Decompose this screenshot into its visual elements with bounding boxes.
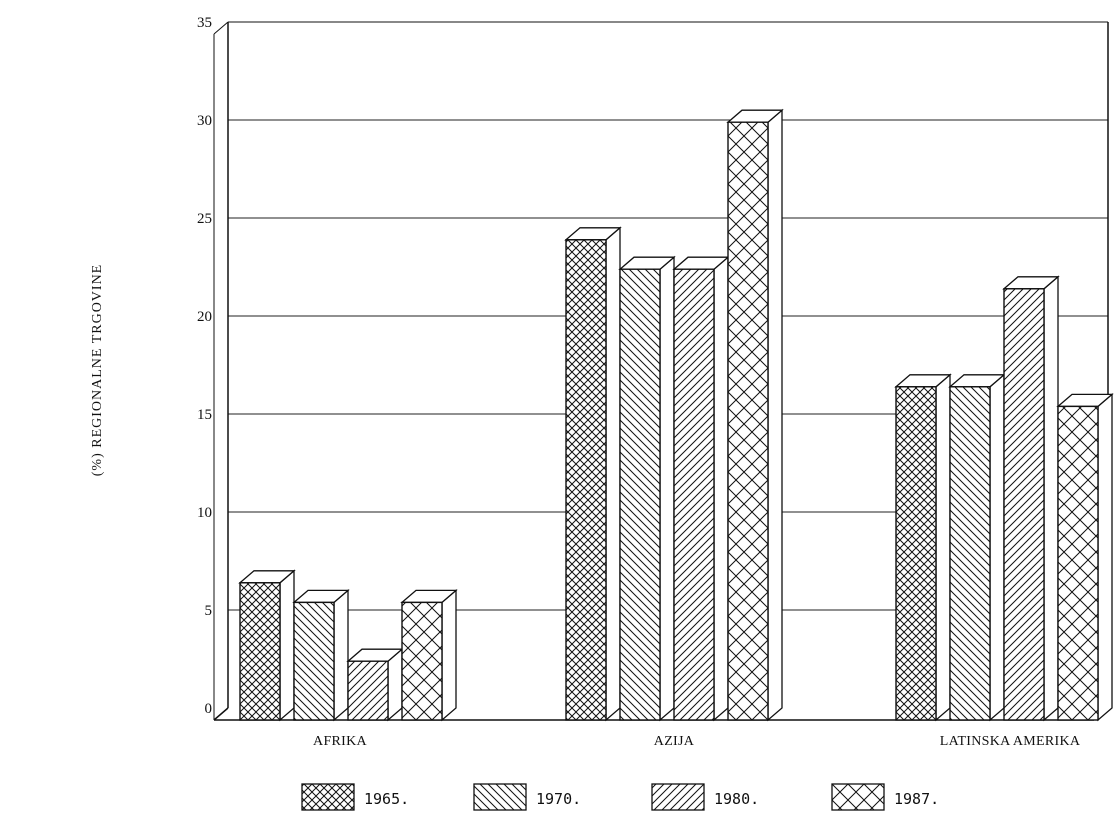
bar bbox=[1056, 392, 1114, 722]
bar bbox=[346, 647, 404, 722]
legend-swatch bbox=[301, 783, 355, 811]
legend-item: 1987. bbox=[831, 783, 939, 811]
y-tick-label: 25 bbox=[197, 211, 212, 227]
y-tick-label: 20 bbox=[197, 309, 212, 325]
bar-side bbox=[441, 588, 457, 722]
legend-item: 1965. bbox=[301, 783, 409, 811]
bar-front bbox=[1003, 288, 1045, 721]
legend-item: 1970. bbox=[473, 783, 581, 811]
legend-label: 1980. bbox=[714, 790, 759, 808]
y-tick-label: 15 bbox=[197, 407, 212, 423]
bar bbox=[726, 108, 784, 722]
legend-swatch bbox=[473, 783, 527, 811]
bar-side bbox=[935, 373, 951, 722]
bar bbox=[564, 226, 622, 722]
x-tick-label: AZIJA bbox=[654, 734, 695, 749]
bar-side bbox=[1043, 275, 1059, 722]
bar-side bbox=[605, 226, 621, 722]
y-tick-label: 5 bbox=[205, 603, 213, 619]
bar bbox=[948, 373, 1006, 722]
legend-item: 1980. bbox=[651, 783, 759, 811]
y-tick-label: 10 bbox=[197, 505, 212, 521]
legend: 1965. 1970. 1980. 1987. bbox=[301, 783, 939, 811]
bar bbox=[618, 255, 676, 722]
bar bbox=[1002, 275, 1060, 722]
bar-front bbox=[949, 386, 991, 721]
bar-front bbox=[565, 239, 607, 721]
bars bbox=[238, 108, 1114, 722]
bar-front bbox=[895, 386, 937, 721]
x-tick-label: LATINSKA AMERIKA bbox=[940, 734, 1081, 749]
bar-front bbox=[727, 121, 769, 721]
legend-swatch bbox=[831, 783, 885, 811]
top-left-corner bbox=[213, 21, 229, 35]
bar bbox=[400, 588, 458, 722]
bar bbox=[672, 255, 730, 722]
bar-front bbox=[347, 660, 389, 721]
y-axis-title: (%) REGIONALNE TRGOVINE bbox=[90, 264, 105, 477]
y-tick-label: 35 bbox=[197, 15, 212, 31]
legend-swatch bbox=[651, 783, 705, 811]
legend-label: 1965. bbox=[364, 790, 409, 808]
bar-side bbox=[1097, 392, 1113, 722]
bar-side bbox=[333, 588, 349, 722]
bar-front bbox=[619, 268, 661, 721]
y-tick-label: 30 bbox=[197, 113, 212, 129]
legend-label: 1970. bbox=[536, 790, 581, 808]
legend-label: 1987. bbox=[894, 790, 939, 808]
bar-side bbox=[659, 255, 675, 722]
bar-front bbox=[673, 268, 715, 721]
bar-side bbox=[989, 373, 1005, 722]
bar-front bbox=[239, 582, 281, 721]
floor-edge-left bbox=[213, 707, 229, 721]
bar-front bbox=[1057, 405, 1099, 721]
bar bbox=[292, 588, 350, 722]
bar-side bbox=[713, 255, 729, 722]
x-tick-label: AFRIKA bbox=[313, 734, 368, 749]
bar-side bbox=[767, 108, 783, 722]
bar-front bbox=[293, 601, 335, 721]
bar bbox=[894, 373, 952, 722]
bar-side bbox=[279, 569, 295, 722]
bar bbox=[238, 569, 296, 722]
labels: 0 5 10 15 20 25 30 35 AFRIKA AZIJA LATINSKA AMERIK… bbox=[197, 15, 1081, 749]
y-tick-label: 0 bbox=[205, 701, 213, 717]
bar-front bbox=[401, 601, 443, 721]
